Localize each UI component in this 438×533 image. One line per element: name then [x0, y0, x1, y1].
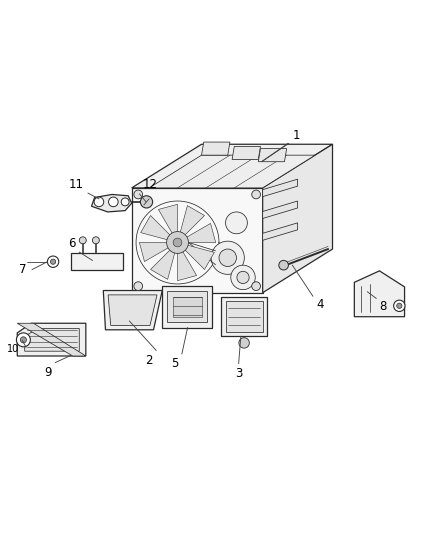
- Text: 5: 5: [171, 357, 179, 370]
- Circle shape: [166, 231, 188, 253]
- Polygon shape: [71, 253, 123, 270]
- Polygon shape: [92, 195, 132, 212]
- Polygon shape: [221, 297, 267, 336]
- Circle shape: [397, 303, 402, 309]
- Polygon shape: [177, 248, 197, 281]
- Polygon shape: [17, 323, 86, 356]
- Polygon shape: [263, 223, 297, 240]
- Polygon shape: [132, 144, 332, 188]
- Polygon shape: [201, 142, 230, 155]
- Polygon shape: [159, 204, 177, 237]
- Text: 8: 8: [380, 300, 387, 313]
- Circle shape: [20, 337, 26, 343]
- Circle shape: [239, 338, 249, 348]
- Circle shape: [94, 197, 104, 207]
- Text: 1: 1: [292, 128, 300, 142]
- Circle shape: [134, 282, 143, 290]
- Polygon shape: [141, 215, 173, 241]
- Polygon shape: [182, 244, 214, 270]
- Circle shape: [141, 196, 152, 208]
- Text: 6: 6: [68, 237, 76, 251]
- Circle shape: [92, 237, 99, 244]
- Polygon shape: [25, 328, 79, 351]
- Polygon shape: [139, 243, 172, 262]
- Circle shape: [109, 197, 118, 207]
- Text: 11: 11: [69, 179, 84, 191]
- Text: 2: 2: [145, 354, 152, 367]
- Polygon shape: [263, 201, 297, 219]
- Circle shape: [50, 259, 56, 264]
- Circle shape: [173, 238, 182, 247]
- Circle shape: [231, 265, 255, 289]
- Polygon shape: [162, 286, 212, 328]
- Circle shape: [237, 271, 249, 284]
- Polygon shape: [258, 149, 287, 161]
- Polygon shape: [149, 155, 315, 188]
- Polygon shape: [232, 147, 261, 159]
- Polygon shape: [17, 323, 86, 356]
- Polygon shape: [173, 297, 201, 317]
- Polygon shape: [179, 206, 205, 238]
- Circle shape: [226, 212, 247, 234]
- Text: 12: 12: [143, 179, 158, 191]
- Text: 7: 7: [19, 263, 27, 276]
- Polygon shape: [132, 188, 263, 293]
- Circle shape: [252, 282, 261, 290]
- Polygon shape: [167, 292, 207, 322]
- Circle shape: [211, 241, 244, 274]
- Circle shape: [47, 256, 59, 268]
- Text: 10: 10: [7, 344, 19, 354]
- Text: 9: 9: [45, 366, 52, 378]
- Text: 4: 4: [316, 298, 323, 311]
- Polygon shape: [103, 290, 162, 330]
- Circle shape: [219, 249, 237, 266]
- Circle shape: [252, 190, 261, 199]
- Circle shape: [134, 190, 143, 199]
- Polygon shape: [354, 271, 405, 317]
- Circle shape: [279, 261, 288, 270]
- Text: 3: 3: [235, 367, 242, 380]
- Circle shape: [16, 333, 30, 347]
- Polygon shape: [263, 179, 297, 197]
- Polygon shape: [151, 247, 176, 279]
- Polygon shape: [263, 144, 332, 293]
- Polygon shape: [183, 223, 215, 243]
- Polygon shape: [108, 295, 157, 326]
- Circle shape: [394, 300, 405, 311]
- Circle shape: [121, 198, 129, 206]
- Circle shape: [79, 237, 86, 244]
- Polygon shape: [226, 302, 263, 332]
